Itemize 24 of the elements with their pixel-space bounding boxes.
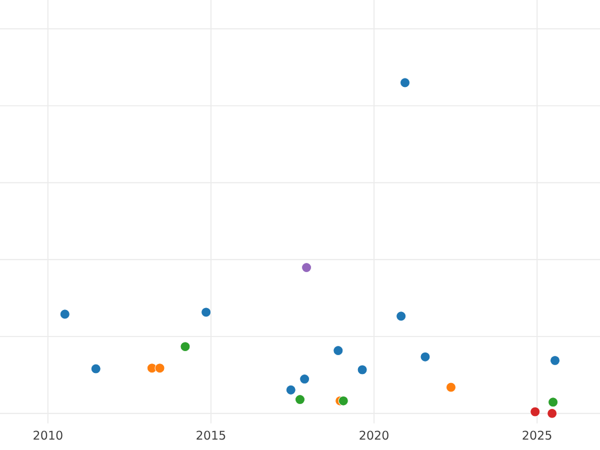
point — [396, 311, 406, 322]
point — [338, 396, 348, 406]
point — [357, 364, 368, 375]
x-tick-label: 2020 — [360, 430, 388, 440]
point — [446, 382, 456, 392]
x-tick-label: 2010 — [34, 430, 62, 440]
x-tick-label: 2025 — [522, 430, 552, 440]
point — [550, 355, 560, 366]
point — [547, 408, 558, 418]
point — [300, 374, 310, 384]
point — [301, 262, 312, 273]
point — [333, 346, 344, 356]
point — [548, 397, 558, 408]
point — [180, 342, 190, 352]
point — [286, 384, 296, 395]
point — [420, 352, 430, 362]
point — [154, 363, 165, 374]
point — [530, 406, 540, 417]
point — [60, 309, 70, 320]
point — [400, 78, 410, 88]
point — [90, 364, 101, 374]
point — [294, 394, 306, 405]
x-tick-label: 2015 — [196, 430, 226, 440]
point — [201, 307, 212, 318]
